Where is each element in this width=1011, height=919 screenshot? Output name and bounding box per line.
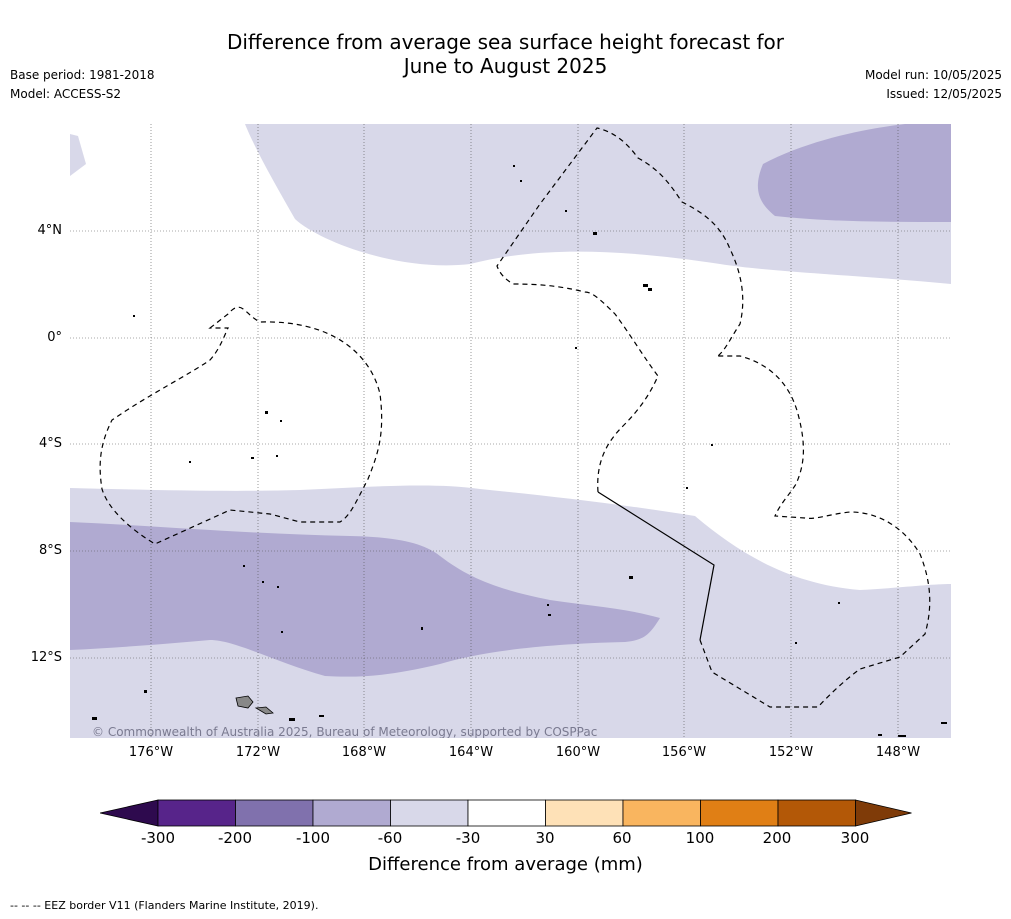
title-line-1: Difference from average sea surface heig… <box>226 30 785 54</box>
colorbar <box>100 799 912 827</box>
colorbar-tick: 200 <box>762 829 792 847</box>
colorbar-tick: -100 <box>295 829 331 847</box>
colorbar-tick: -30 <box>455 829 481 847</box>
colorbar-segment <box>622 799 701 827</box>
map-title: Difference from average sea surface heig… <box>0 30 1011 78</box>
colorbar-tick: -200 <box>217 829 253 847</box>
colorbar-label: Difference from average (mm) <box>368 854 643 875</box>
lon-label: 152°W <box>768 745 814 760</box>
colorbar-extend-high <box>855 799 912 827</box>
meta-right: Model run: 10/05/2025 Issued: 12/05/2025 <box>865 66 1002 104</box>
lat-label: 12°S <box>30 650 62 665</box>
lon-label: 156°W <box>661 745 707 760</box>
lon-label: 168°W <box>341 745 387 760</box>
lat-label: 4°N <box>37 223 63 238</box>
lat-label: 0° <box>47 330 62 345</box>
model-text: Model: ACCESS-S2 <box>10 87 122 101</box>
lon-label: 176°W <box>128 745 174 760</box>
anomaly-region-northwest-light <box>70 134 86 176</box>
colorbar-tick: 30 <box>535 829 555 847</box>
lat-label: 8°S <box>38 543 62 558</box>
eez-legend-footnote: -- -- -- EEZ border V11 (Flanders Marine… <box>10 899 319 912</box>
gridlines <box>70 124 951 738</box>
lon-label: 160°W <box>555 745 601 760</box>
eez-border-solid <box>597 491 715 641</box>
colorbar-tick: -60 <box>377 829 403 847</box>
island-upolu <box>254 706 274 715</box>
model-run-text: Model run: 10/05/2025 <box>864 68 1002 82</box>
small-islands <box>92 165 947 737</box>
lon-label: 148°W <box>875 745 921 760</box>
colorbar-tick: 60 <box>612 829 632 847</box>
colorbar-tick: -300 <box>140 829 176 847</box>
colorbar-segment <box>700 799 779 827</box>
meta-left: Base period: 1981-2018 Model: ACCESS-S2 <box>10 66 155 104</box>
colorbar-segment <box>390 799 469 827</box>
eez-border-center <box>496 127 744 493</box>
eez-borders <box>99 127 931 708</box>
colorbar-segment <box>312 799 391 827</box>
title-line-2: June to August 2025 <box>403 54 608 78</box>
colorbar-tick: 100 <box>685 829 715 847</box>
issued-text: Issued: 12/05/2025 <box>886 87 1002 101</box>
base-period-text: Base period: 1981-2018 <box>10 68 155 82</box>
anomaly-region-northeast-medium <box>757 124 951 222</box>
colorbar-segment <box>157 799 236 827</box>
lon-label: 164°W <box>448 745 494 760</box>
copyright-text: © Commonwealth of Australia 2025, Bureau… <box>92 725 597 738</box>
colorbar-tick: 300 <box>840 829 870 847</box>
colorbar-segment <box>467 799 546 827</box>
colorbar-segment <box>777 799 856 827</box>
colorbar-segment <box>235 799 314 827</box>
lon-label: 172°W <box>235 745 281 760</box>
anomaly-region-southwest-medium <box>70 522 660 677</box>
lat-label: 4°S <box>38 436 62 451</box>
eez-border-east <box>699 355 931 708</box>
colorbar-extend-low <box>100 799 159 827</box>
colorbar-segment <box>545 799 624 827</box>
sea-surface-height-map: © Commonwealth of Australia 2025, Bureau… <box>70 124 951 738</box>
island-savaii <box>235 695 254 709</box>
